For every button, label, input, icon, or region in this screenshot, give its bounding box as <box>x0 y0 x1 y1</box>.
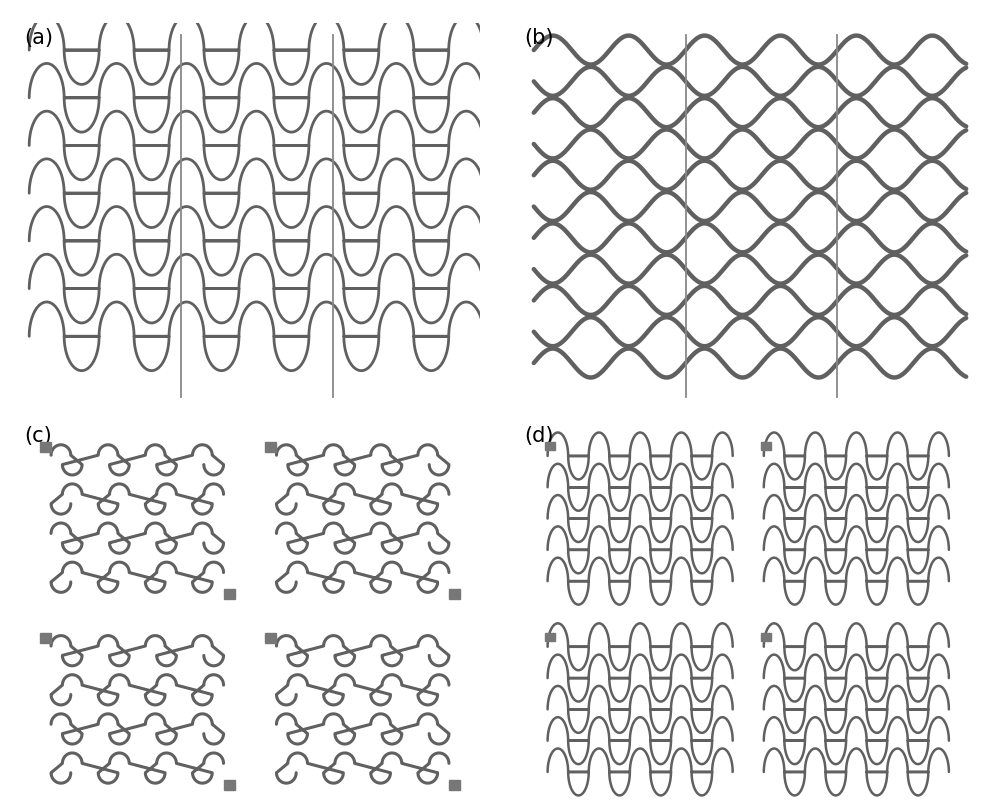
Text: (b): (b) <box>525 28 554 48</box>
Bar <box>224 590 235 599</box>
Text: (c): (c) <box>25 426 52 445</box>
Text: (a): (a) <box>25 28 54 48</box>
Bar <box>761 443 771 451</box>
Bar <box>40 633 51 643</box>
Bar <box>449 590 460 599</box>
Bar <box>265 633 276 643</box>
Bar <box>224 780 235 790</box>
Bar <box>545 443 555 451</box>
Bar <box>40 443 51 453</box>
Bar <box>265 443 276 453</box>
Text: (d): (d) <box>525 426 554 445</box>
Bar <box>545 633 555 642</box>
Bar <box>761 633 771 642</box>
Bar <box>449 780 460 790</box>
